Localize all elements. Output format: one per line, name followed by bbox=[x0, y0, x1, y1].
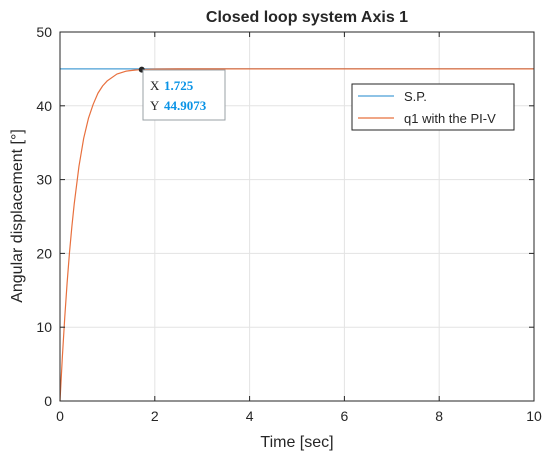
datatip-x-key: X bbox=[150, 78, 160, 93]
legend-box bbox=[351, 83, 515, 131]
datatip-y-value: 44.9073 bbox=[164, 98, 207, 113]
datatip-box bbox=[142, 69, 226, 121]
x-tick-label: 2 bbox=[151, 408, 159, 424]
legend-label-q1: q1 with the PI-V bbox=[404, 111, 496, 126]
datatip-y-key: Y bbox=[150, 98, 160, 113]
y-tick-label: 40 bbox=[36, 98, 52, 114]
datatip[interactable]: X 1.725 Y 44.9073 bbox=[138, 66, 226, 121]
y-tick-label: 10 bbox=[36, 319, 52, 335]
x-tick-label: 4 bbox=[246, 408, 254, 424]
series-line-q1 bbox=[59, 68, 534, 402]
y-tick-label: 0 bbox=[44, 393, 52, 409]
x-tick-label: 10 bbox=[526, 408, 542, 424]
legend-label-sp: S.P. bbox=[404, 89, 427, 104]
x-tick-label: 8 bbox=[435, 408, 443, 424]
plot-frame bbox=[59, 31, 535, 402]
y-tick-label: 50 bbox=[36, 24, 52, 40]
x-tick-label: 6 bbox=[341, 408, 349, 424]
chart-title: Closed loop system Axis 1 bbox=[206, 9, 408, 26]
ticks: 0 2 4 6 8 10 0 10 20 30 40 50 bbox=[36, 24, 542, 424]
datatip-x-value: 1.725 bbox=[164, 78, 194, 93]
legend: S.P. q1 with the PI-V bbox=[351, 83, 515, 131]
y-axis-label: Angular displacement [°] bbox=[9, 129, 26, 303]
x-axis-label: Time [sec] bbox=[260, 434, 333, 451]
y-tick-label: 30 bbox=[36, 172, 52, 188]
y-tick-label: 20 bbox=[36, 245, 52, 261]
x-tick-label: 0 bbox=[56, 408, 64, 424]
